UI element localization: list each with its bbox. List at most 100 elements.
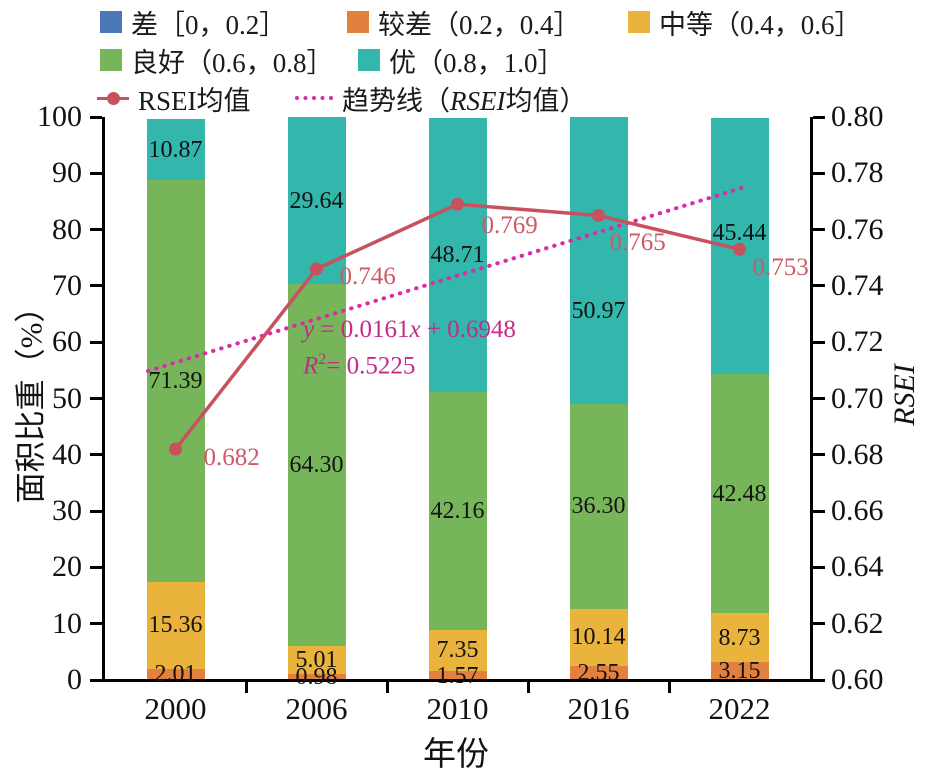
r-squared-sup: 2 (318, 351, 327, 368)
bar-segment-value: 71.39 (148, 368, 203, 395)
y-axis-left-tick-label: 0 (67, 663, 82, 696)
trend-r-squared-line: R2= 0.5225 (303, 345, 516, 381)
x-axis-tick (244, 681, 248, 693)
legend-item-label: 较差（0.2，0.4］ (378, 9, 581, 40)
x-axis-tick-label: 2010 (426, 691, 489, 726)
bar-segment-value: 29.64 (289, 187, 344, 214)
bar-segment-value: 42.48 (712, 480, 767, 507)
x-axis-tick (385, 681, 389, 693)
bar-segment (710, 373, 769, 614)
y-axis-left-tick-label: 20 (52, 550, 82, 584)
bar-segment-value: 45.44 (712, 220, 767, 247)
bar-segment-value: 5.01 (295, 647, 338, 674)
x-axis-tick (526, 681, 530, 693)
y-axis-right-tick-label: 0.64 (831, 550, 884, 584)
y-axis-right-tick (813, 115, 825, 119)
legend-swatch-icon (358, 49, 380, 71)
bar-segment (569, 404, 628, 609)
y-axis-left-tick-label: 10 (52, 606, 82, 640)
rsei-point-marker (733, 242, 746, 256)
y-axis-left-tick-label: 80 (52, 212, 82, 246)
y-axis-right-tick (813, 228, 825, 232)
bar-segment-value: 2.55 (577, 659, 620, 686)
y-axis-right-tick-label: 0.74 (831, 268, 884, 302)
y-axis-left-tick-label: 90 (52, 156, 82, 190)
y-axis-right-tick (813, 284, 825, 288)
y-axis-right-tick (813, 678, 825, 682)
y-axis-right-tick-label: 0.78 (831, 156, 884, 190)
legend-item: 优（0.8，1.0］ (358, 44, 565, 78)
bar-segment (146, 180, 205, 583)
legend-item: 良好（0.6，0.8］ (100, 44, 334, 78)
bar-segment (428, 671, 487, 680)
bar-segment-value: 50.97 (571, 297, 626, 324)
legend-swatch-icon (628, 11, 650, 33)
y-axis-left-tick-label: 60 (52, 325, 82, 359)
y-axis-right-tick-label: 0.76 (831, 212, 884, 246)
equation-y-var: y (303, 316, 315, 343)
y-axis-right-tick (813, 340, 825, 344)
bar-segment (287, 284, 346, 647)
bar-segment (569, 608, 628, 666)
bar-segment (146, 582, 205, 669)
y-axis-left-tick (90, 171, 102, 175)
y-axis-right-tick (813, 171, 825, 175)
rsei-point-value: 0.765 (609, 228, 666, 256)
bar-segment (287, 117, 346, 285)
y-axis-right-tick-label: 0.66 (831, 494, 884, 528)
bar-segment (710, 662, 769, 680)
bar-segment-value: 8.73 (718, 624, 761, 651)
trend-equation-annotation: y = 0.0161x + 0.6948 R2= 0.5225 (303, 315, 516, 381)
y-axis-right-tick-label: 0.70 (831, 381, 884, 415)
y-axis-left-tick-label: 70 (52, 268, 82, 302)
y-axis-left-tick (90, 228, 102, 232)
bar-segment (569, 117, 628, 405)
y-axis-left-tick (90, 678, 102, 682)
y-axis-left-tick-label: 40 (52, 437, 82, 471)
y-axis-title-left: 面积比重（%） (13, 291, 49, 504)
r-squared-value: = 0.5225 (326, 352, 416, 380)
bar-segment (287, 646, 346, 675)
legend-item: 较差（0.2，0.4］ (347, 6, 581, 40)
y-axis-left-tick (90, 453, 102, 457)
equation-x-var: x (409, 316, 421, 343)
y-axis-right-tick-label: 0.68 (831, 437, 884, 471)
rsei-point-value: 0.753 (752, 254, 809, 282)
y-axis-right-tick-label: 0.62 (831, 606, 884, 640)
x-axis-spine (102, 679, 813, 682)
legend-item-label: 差［0，0.2］ (131, 9, 287, 40)
legend-swatch-icon (100, 11, 122, 33)
y-axis-left-tick (90, 115, 102, 119)
bar-segment-value: 2.01 (154, 661, 197, 688)
legend-item-label: 趋势线（RSEI均值） (342, 85, 587, 116)
legend-item-label: RSEI均值 (138, 85, 251, 116)
y-axis-left-tick (90, 340, 102, 344)
y-axis-left-tick (90, 284, 102, 288)
legend-item: 差［0，0.2］ (100, 6, 286, 40)
y-axis-right-tick-label: 0.80 (831, 100, 884, 133)
legend-swatch-icon (347, 11, 369, 33)
y-axis-left-tick (90, 397, 102, 400)
bar-segment (428, 392, 487, 630)
y-axis-left-tick (90, 509, 102, 513)
legend-item: RSEI均值 (97, 82, 251, 116)
r-squared-base: R (303, 352, 319, 380)
rsei-point-value: 0.682 (203, 444, 260, 472)
rsei-point-marker (169, 442, 182, 456)
bar-segment-value: 1.57 (436, 662, 479, 689)
bar-segment (710, 613, 769, 663)
dotted-line-marker-icon (295, 96, 333, 100)
y-axis-right-tick (813, 453, 825, 457)
x-axis-title: 年份 (423, 737, 489, 772)
bar-segment (146, 119, 205, 181)
x-axis-tick-label: 2022 (708, 691, 771, 726)
bar-segment (569, 665, 628, 680)
y-axis-right-tick (813, 622, 825, 626)
equation-mid: = 0.0161 (314, 316, 410, 343)
legend-item-label: 良好（0.6，0.8］ (131, 47, 334, 78)
rsei-point-value: 0.769 (481, 212, 538, 240)
x-axis-tick (667, 681, 671, 693)
bar-segment-value: 48.71 (430, 242, 485, 269)
y-axis-left-tick-label: 30 (52, 494, 82, 528)
trend-line (146, 185, 747, 373)
